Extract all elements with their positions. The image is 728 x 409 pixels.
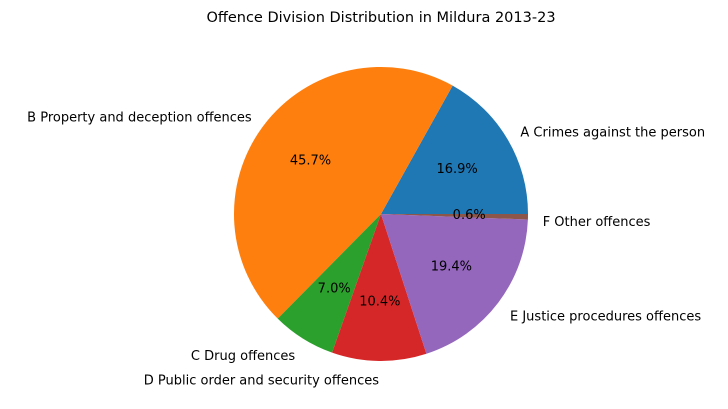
pct-label-d-public-order-and-security-offences: 10.4% [359,295,400,310]
slice-label-e-justice-procedures-offences: E Justice procedures offences [510,309,701,324]
slice-label-a-crimes-against-the-person: A Crimes against the person [520,126,705,141]
slice-label-d-public-order-and-security-offences: D Public order and security offences [144,373,379,388]
pie-slice-e-justice-procedures-offences [381,214,528,354]
pct-label-b-property-and-deception-offences: 45.7% [290,154,331,169]
chart-title: Offence Division Distribution in Mildura… [206,10,555,26]
pie-slice-a-crimes-against-the-person [381,85,528,214]
pct-label-e-justice-procedures-offences: 19.4% [431,260,472,275]
pie-slice-d-public-order-and-security-offences [332,214,427,362]
pct-label-a-crimes-against-the-person: 16.9% [436,162,477,177]
pie-slice-c-drug-offences [277,214,381,353]
slice-labels: 16.9% A Crimes against the person 45.7% B P… [27,110,705,388]
pie-slice-f-other-offences [381,214,528,220]
pie-slice-b-property-and-deception-offences [233,66,453,319]
slice-label-c-drug-offences: C Drug offences [191,349,295,364]
slice-label-f-other-offences: F Other offences [543,215,651,230]
pie-slices [233,66,528,362]
pct-label-c-drug-offences: 7.0% [318,281,351,296]
pct-label-f-other-offences: 0.6% [453,208,486,223]
slice-label-b-property-and-deception-offences: B Property and deception offences [27,110,252,125]
